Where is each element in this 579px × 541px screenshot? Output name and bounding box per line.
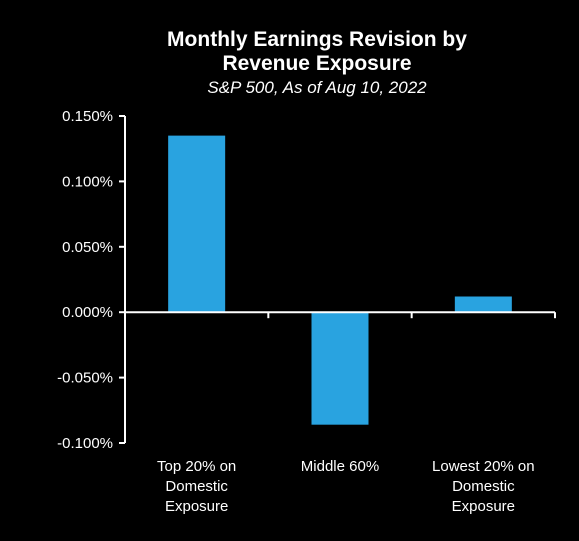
bar-2 — [454, 296, 512, 313]
y-tick-label-3: 0.000% — [62, 304, 113, 321]
x-category-label-2-line-1: Domestic — [452, 478, 515, 495]
y-tick-label-0: 0.150% — [62, 108, 113, 125]
labels-layer: 0.150% 0.100% 0.050% 0.000% -0.050% -0.100% To… — [57, 108, 534, 515]
bar-0 — [168, 135, 226, 313]
x-category-label-0-line-0: Top 20% on — [157, 458, 236, 475]
y-tick-label-1: 0.100% — [62, 173, 113, 190]
x-category-label-2-line-0: Lowest 20% on — [432, 458, 535, 475]
x-category-label-0-line-1: Domestic — [165, 478, 228, 495]
y-tick-label-5: -0.100% — [57, 435, 113, 452]
axes-layer — [119, 115, 556, 444]
x-category-label-0: Top 20% on Domestic Exposure — [157, 458, 236, 515]
bar-1 — [311, 312, 369, 425]
chart-title-line-2: Revenue Exposure — [222, 52, 412, 75]
chart-title-block: Monthly Earnings Revision by Revenue Exp… — [0, 28, 579, 98]
chart-title-line-1: Monthly Earnings Revision by — [167, 28, 467, 51]
y-tick-label-2: 0.050% — [62, 239, 113, 256]
x-category-label-2-line-2: Exposure — [452, 498, 515, 515]
chart-subtitle: S&P 500, As of Aug 10, 2022 — [207, 78, 427, 97]
y-tick-label-4: -0.050% — [57, 370, 113, 387]
x-category-label-0-line-2: Exposure — [165, 498, 228, 515]
x-category-label-1-line-0: Middle 60% — [301, 458, 379, 475]
x-category-label-1: Middle 60% — [301, 458, 379, 475]
x-category-label-2: Lowest 20% on Domestic Exposure — [432, 458, 535, 515]
bars-layer — [168, 135, 512, 425]
